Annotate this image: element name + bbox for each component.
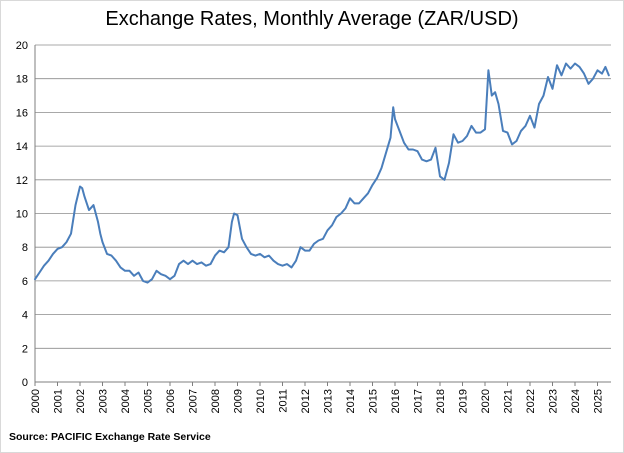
x-tick-label: 2012 xyxy=(300,389,312,413)
gridlines xyxy=(35,44,611,349)
x-tick-label: 2002 xyxy=(75,389,87,413)
x-axis-ticks: 2000 2001 2002 2003 2004 2005 2006 2007 2008 2009… xyxy=(30,382,605,413)
x-tick-label: 2021 xyxy=(503,389,515,413)
x-tick-label: 2009 xyxy=(233,389,245,413)
x-tick-label: 2020 xyxy=(480,389,492,413)
x-tick-label: 2008 xyxy=(210,389,222,413)
y-tick-label: 10 xyxy=(16,209,28,221)
x-tick-label: 2019 xyxy=(458,389,470,413)
y-axis-ticks: 0 2 4 6 8 10 12 14 16 18 20 xyxy=(16,40,28,389)
x-tick-label: 2018 xyxy=(435,389,447,413)
y-tick-label: 8 xyxy=(22,242,28,254)
x-tick-label: 2017 xyxy=(413,389,425,413)
chart-title: Exchange Rates, Monthly Average (ZAR/USD… xyxy=(105,8,519,30)
x-tick-label: 2005 xyxy=(143,389,155,413)
y-tick-label: 16 xyxy=(16,107,28,119)
x-tick-label: 2025 xyxy=(593,389,605,413)
y-tick-label: 4 xyxy=(22,310,28,322)
x-tick-label: 2015 xyxy=(368,389,380,413)
y-tick-label: 12 xyxy=(16,175,28,187)
y-tick-label: 20 xyxy=(16,40,28,52)
x-tick-label: 2010 xyxy=(255,389,267,413)
x-tick-label: 2004 xyxy=(120,389,132,413)
y-tick-label: 18 xyxy=(16,74,28,86)
x-tick-label: 2003 xyxy=(98,389,110,413)
x-tick-label: 2023 xyxy=(548,389,560,413)
axes xyxy=(34,45,611,383)
y-tick-label: 0 xyxy=(22,377,28,389)
source-note: Source: PACIFIC Exchange Rate Service xyxy=(9,431,211,443)
plot-area xyxy=(34,62,610,284)
x-tick-label: 2011 xyxy=(278,389,290,413)
x-tick-label: 2013 xyxy=(323,389,335,413)
x-tick-label: 2016 xyxy=(390,389,402,413)
x-tick-label: 2001 xyxy=(53,389,65,413)
series-line xyxy=(34,62,610,284)
x-tick-label: 2014 xyxy=(345,389,357,413)
x-tick-label: 2006 xyxy=(165,389,177,413)
y-tick-label: 14 xyxy=(16,141,28,153)
x-tick-label: 2007 xyxy=(188,389,200,413)
y-tick-label: 2 xyxy=(22,343,28,355)
x-tick-label: 2024 xyxy=(570,389,582,413)
x-tick-label: 2000 xyxy=(30,389,42,413)
x-tick-label: 2022 xyxy=(525,389,537,413)
y-tick-label: 6 xyxy=(22,276,28,288)
